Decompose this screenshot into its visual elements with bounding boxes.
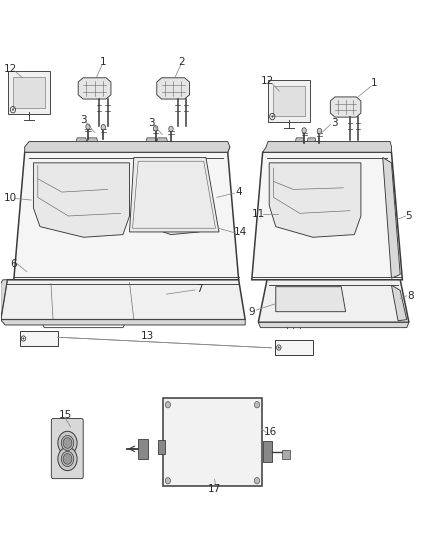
Polygon shape (130, 158, 219, 232)
Circle shape (86, 124, 90, 130)
FancyBboxPatch shape (263, 441, 272, 462)
Polygon shape (146, 138, 156, 142)
Circle shape (302, 128, 306, 133)
Text: 3: 3 (332, 118, 338, 128)
Polygon shape (392, 285, 407, 321)
Text: 2: 2 (179, 57, 185, 67)
Text: 10: 10 (4, 193, 17, 204)
Circle shape (317, 128, 321, 134)
Text: 1: 1 (100, 57, 106, 67)
Polygon shape (307, 138, 316, 142)
Polygon shape (14, 152, 239, 280)
Polygon shape (33, 163, 130, 237)
FancyBboxPatch shape (158, 440, 165, 454)
Circle shape (272, 116, 273, 118)
Polygon shape (134, 163, 206, 235)
Polygon shape (1, 280, 7, 320)
Polygon shape (1, 280, 245, 320)
FancyBboxPatch shape (283, 450, 290, 459)
Polygon shape (25, 147, 230, 152)
Polygon shape (330, 97, 361, 117)
Circle shape (169, 126, 173, 132)
Polygon shape (295, 138, 304, 142)
Polygon shape (258, 322, 409, 328)
Circle shape (61, 435, 74, 450)
Text: 17: 17 (208, 484, 221, 494)
Text: 3: 3 (80, 115, 87, 125)
Circle shape (165, 401, 170, 408)
Polygon shape (76, 138, 87, 142)
Circle shape (278, 346, 280, 349)
Polygon shape (157, 78, 190, 99)
Circle shape (12, 109, 14, 111)
FancyBboxPatch shape (8, 71, 50, 114)
Circle shape (254, 401, 260, 408)
Circle shape (61, 451, 74, 466)
FancyBboxPatch shape (268, 80, 310, 122)
Polygon shape (157, 138, 167, 142)
Text: 4: 4 (235, 187, 242, 197)
Text: 16: 16 (264, 427, 277, 438)
Circle shape (58, 431, 77, 455)
FancyBboxPatch shape (20, 332, 58, 346)
Circle shape (254, 478, 260, 484)
FancyBboxPatch shape (276, 341, 313, 355)
Circle shape (101, 125, 106, 130)
Text: 12: 12 (261, 77, 274, 86)
Text: 1: 1 (371, 78, 377, 88)
Text: 12: 12 (4, 64, 17, 74)
Polygon shape (269, 163, 361, 237)
Circle shape (165, 478, 170, 484)
FancyBboxPatch shape (273, 86, 305, 116)
Polygon shape (78, 78, 111, 99)
Text: 9: 9 (248, 306, 255, 317)
Text: 15: 15 (59, 410, 72, 421)
Circle shape (63, 454, 72, 464)
Polygon shape (25, 142, 230, 152)
Polygon shape (87, 138, 98, 142)
FancyBboxPatch shape (13, 77, 45, 108)
Polygon shape (263, 142, 392, 152)
Circle shape (153, 126, 158, 131)
Polygon shape (252, 152, 403, 280)
FancyBboxPatch shape (51, 418, 83, 479)
Text: 8: 8 (407, 290, 413, 301)
Text: 5: 5 (406, 211, 412, 221)
FancyBboxPatch shape (163, 398, 262, 486)
Polygon shape (276, 287, 346, 312)
Text: 6: 6 (11, 259, 17, 269)
Text: 13: 13 (140, 330, 154, 341)
Text: 7: 7 (196, 284, 203, 294)
Polygon shape (383, 158, 400, 278)
Circle shape (58, 447, 77, 471)
Text: 11: 11 (252, 209, 265, 220)
Text: 3: 3 (148, 118, 155, 128)
Circle shape (22, 337, 24, 340)
FancyBboxPatch shape (138, 439, 148, 459)
Polygon shape (258, 280, 409, 322)
Circle shape (63, 438, 72, 448)
Polygon shape (1, 320, 245, 325)
Text: 14: 14 (233, 227, 247, 237)
